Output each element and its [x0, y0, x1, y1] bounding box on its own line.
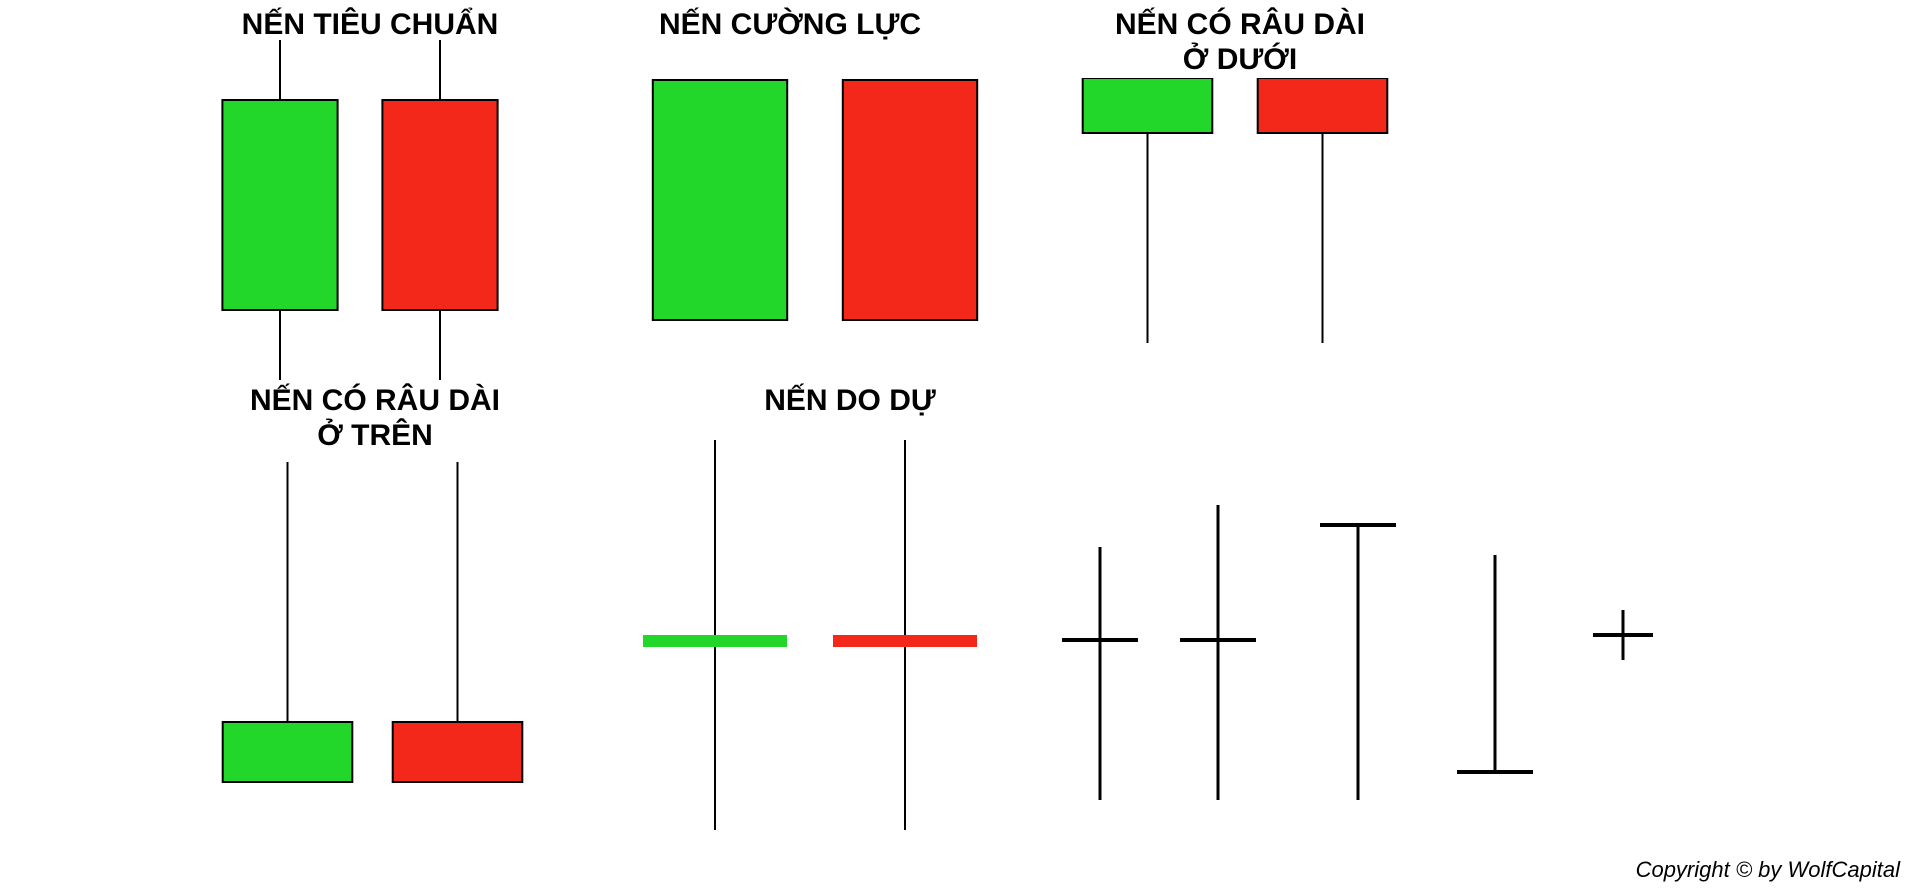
- section-title-doji-colored: NẾN DO DỰ: [720, 384, 980, 419]
- candle-standard-1: [380, 40, 500, 380]
- candle-doji-colored-1: [830, 440, 980, 830]
- section-title-standard: NẾN TIÊU CHUẨN: [210, 8, 530, 43]
- section-title-long-lower-wick: NẾN CÓ RÂU DÀI Ở DƯỚI: [1060, 8, 1420, 77]
- candle-doji-colored-0: [640, 440, 790, 830]
- candle-standard-0: [220, 40, 340, 380]
- candle-long-lower-wick-0: [1080, 78, 1215, 358]
- candle-strong-1: [840, 60, 980, 340]
- section-title-long-upper-wick: NẾN CÓ RÂU DÀI Ở TRÊN: [225, 384, 525, 453]
- section-title-strong: NẾN CƯỜNG LỰC: [610, 8, 970, 43]
- doji-black-group: [1052, 495, 1663, 810]
- candle-strong-0: [650, 60, 790, 340]
- candle-long-upper-wick-1: [390, 462, 525, 802]
- candle-long-lower-wick-1: [1255, 78, 1390, 358]
- copyright-text: Copyright © by WolfCapital: [1636, 857, 1900, 883]
- candle-long-upper-wick-0: [220, 462, 355, 802]
